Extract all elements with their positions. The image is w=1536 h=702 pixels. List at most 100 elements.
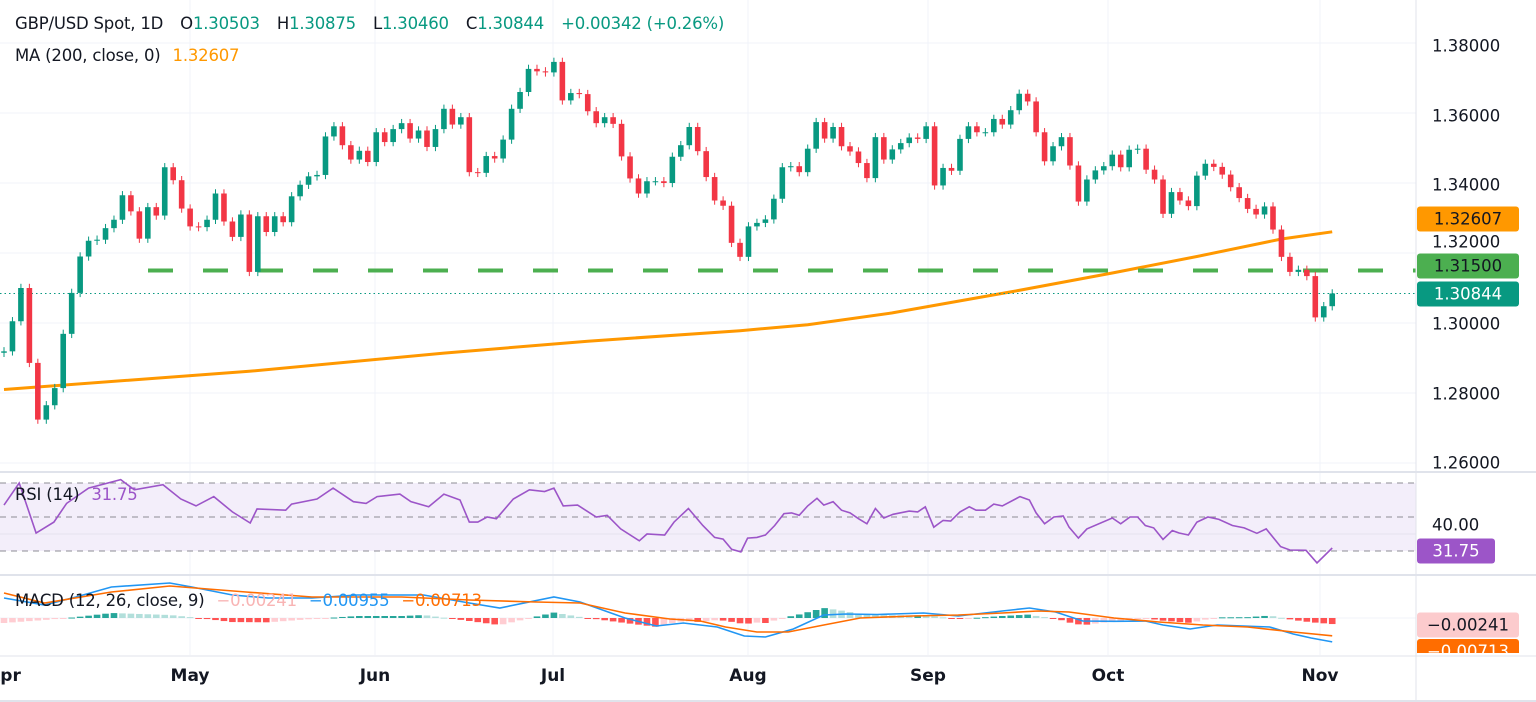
candle-body: [627, 156, 633, 179]
ma-legend-value: 1.32607: [172, 46, 240, 65]
price-tick: 1.28000: [1432, 384, 1501, 404]
candle-body: [525, 68, 532, 92]
candle-body: [1143, 148, 1149, 170]
macd-histogram-bar: [9, 618, 16, 623]
candle-body: [982, 132, 989, 134]
candle-body: [1270, 206, 1276, 230]
low-value: 1.30460: [381, 14, 449, 33]
macd-histogram-bar: [948, 618, 955, 619]
candle-body: [68, 292, 75, 334]
candle-body: [85, 240, 92, 257]
candle-body: [914, 137, 921, 139]
macd-histogram-bar: [821, 608, 828, 618]
macd-histogram-bar: [855, 613, 862, 618]
macd-histogram-bar: [533, 616, 541, 618]
macd-histogram-bar: [491, 618, 498, 625]
candle-body: [669, 156, 676, 183]
macd-signal-tag-clip: −0.00713: [1417, 639, 1519, 653]
macd-histogram-bar: [186, 617, 194, 619]
candle-body: [26, 288, 33, 363]
macd-histogram-bar: [457, 618, 465, 620]
candle-body: [356, 150, 363, 160]
macd-histogram-bar: [474, 618, 482, 623]
candle-body: [1304, 269, 1310, 277]
open-label: O: [180, 14, 193, 33]
macd-histogram-bar: [237, 618, 245, 623]
candle-body: [830, 127, 836, 139]
candle-body: [661, 181, 667, 183]
macd-histogram-bar: [0, 618, 8, 623]
candle-body: [407, 123, 413, 139]
macd-histogram-bar: [643, 618, 651, 626]
candle-body: [1185, 200, 1192, 207]
candle-body: [796, 166, 803, 173]
macd-histogram-bar: [271, 618, 279, 622]
macd-histogram-bar: [262, 618, 270, 623]
candle-body: [432, 129, 439, 147]
macd-histogram-bar: [990, 616, 998, 618]
candle-body: [864, 163, 870, 179]
candle-body: [1033, 101, 1039, 133]
ma-legend-label[interactable]: MA (200, close, 0): [15, 46, 161, 65]
macd-histogram-bar: [144, 614, 152, 618]
candle-body: [957, 138, 963, 171]
candle-body: [771, 198, 777, 220]
candle-body: [754, 222, 760, 227]
candle-body: [398, 123, 405, 130]
macd-histogram-bar: [525, 618, 532, 619]
macd-histogram-bar: [93, 614, 101, 618]
candle-body: [1050, 146, 1056, 162]
macd-histogram-bar: [1328, 618, 1336, 625]
candle-body: [263, 216, 270, 232]
candle-body: [897, 143, 904, 150]
candle-body: [678, 145, 684, 157]
candle-body: [601, 117, 608, 124]
candle-body: [271, 216, 278, 232]
candle-body: [906, 137, 913, 144]
macd-histogram-bar: [931, 616, 938, 618]
ma-legend: MA (200, close, 0) 1.32607: [15, 46, 240, 65]
macd-histogram-bar: [136, 613, 143, 618]
macd-histogram-bar: [575, 616, 583, 618]
macd-histogram-bar: [347, 616, 355, 618]
candle-body: [720, 200, 726, 206]
candle-body: [238, 214, 244, 237]
macd-histogram-bar: [1278, 617, 1285, 619]
candle-body: [965, 126, 972, 139]
candle-body: [153, 207, 160, 216]
rsi-legend-label[interactable]: RSI (14): [15, 485, 80, 504]
candle-body: [923, 126, 929, 139]
symbol-title[interactable]: GBP/USD Spot, 1D: [15, 14, 164, 33]
candle-body: [1092, 170, 1099, 180]
candle-body: [1016, 93, 1022, 111]
macd-histogram-bar: [322, 618, 329, 619]
candle-body: [584, 94, 591, 112]
macd-pane: [0, 582, 1416, 643]
macd-histogram-bar: [406, 615, 414, 618]
macd-histogram-bar: [779, 618, 786, 619]
macd-histogram-bar: [1202, 618, 1209, 620]
candle-body: [940, 167, 946, 186]
candle-body: [745, 226, 752, 257]
macd-histogram-bar: [1303, 618, 1311, 622]
candle-body: [1261, 206, 1268, 215]
candle-body: [644, 181, 650, 194]
candle-body: [491, 156, 498, 159]
macd-histogram-bar: [829, 609, 837, 618]
candle-body: [711, 177, 718, 201]
macd-histogram-bar: [1176, 618, 1184, 623]
level-price-tag: 1.31500: [1417, 253, 1519, 279]
macd-histogram-bar: [711, 618, 718, 621]
candle-body: [441, 108, 447, 130]
candle-body: [559, 61, 566, 101]
macd-histogram-bar: [956, 618, 964, 619]
candle-body: [229, 221, 236, 237]
time-tick-nov: Nov: [1301, 666, 1339, 686]
candle-body: [449, 108, 456, 125]
macd-histogram-bar: [559, 614, 566, 618]
macd-legend-label[interactable]: MACD (12, 26, close, 9): [15, 591, 205, 610]
candle-body: [381, 132, 388, 143]
candle-body: [737, 242, 743, 257]
